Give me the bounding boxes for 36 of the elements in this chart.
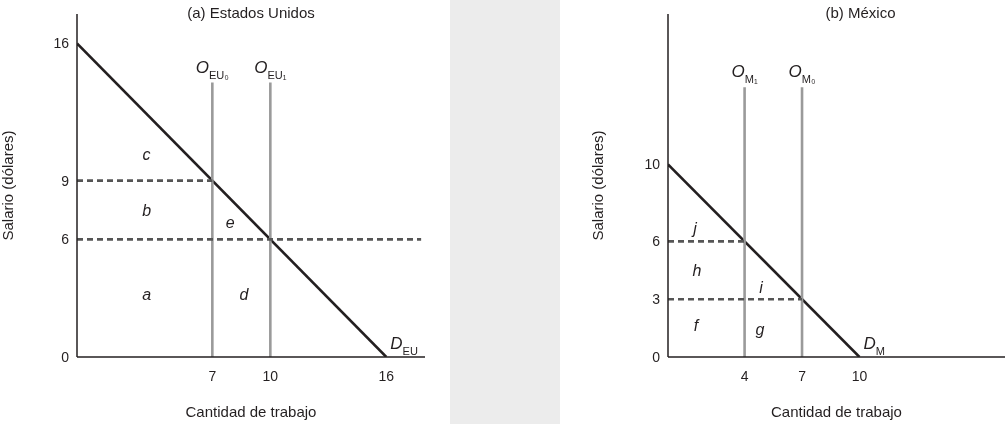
x-tick-label: 7 <box>798 367 807 384</box>
y-tick-label: 16 <box>53 35 70 52</box>
chart-title: (b) México <box>824 4 897 21</box>
y-tick-label: 9 <box>61 172 70 189</box>
x-tick-label: 10 <box>851 367 868 384</box>
x-tick-label: 7 <box>208 367 217 384</box>
annotation: h <box>691 261 703 282</box>
y-tick-label: 6 <box>652 233 661 250</box>
annotation: d <box>238 285 250 306</box>
annotation: b <box>141 200 153 221</box>
x-axis-title: Cantidad de trabajo <box>185 403 317 420</box>
series-label: O$_{EU₁}$ <box>254 57 287 81</box>
x-tick-label: 4 <box>740 367 749 384</box>
y-tick-label: 10 <box>644 156 661 173</box>
y-axis-title: Salario (dólares) <box>0 130 17 241</box>
annotation: i <box>758 278 764 299</box>
y-tick-label: 3 <box>652 291 661 308</box>
annotation: f <box>692 316 701 337</box>
annotation: j <box>690 219 698 240</box>
y-tick-label: 6 <box>61 231 70 248</box>
series-label: D$_{EU}$ <box>390 334 418 357</box>
x-axis-title: Cantidad de trabajo <box>771 403 902 420</box>
annotation: g <box>754 319 766 340</box>
series-label: O$_{M₁}$ <box>731 62 758 86</box>
y-axis-title: Salario (dólares) <box>589 130 607 241</box>
series-label: D$_{M}$ <box>863 334 885 357</box>
series-label: O$_{EU₀}$ <box>195 57 229 81</box>
x-tick-label: 16 <box>378 367 395 384</box>
y-tick-label: 0 <box>61 348 70 365</box>
chart-title: (a) Estados Unidos <box>186 4 316 21</box>
annotation: c <box>141 144 152 165</box>
x-tick-label: 10 <box>262 367 279 384</box>
annotation: a <box>141 285 153 306</box>
series-label: O$_{M₀}$ <box>788 62 816 86</box>
y-tick-label: 0 <box>652 348 661 365</box>
annotation: e <box>224 213 236 234</box>
